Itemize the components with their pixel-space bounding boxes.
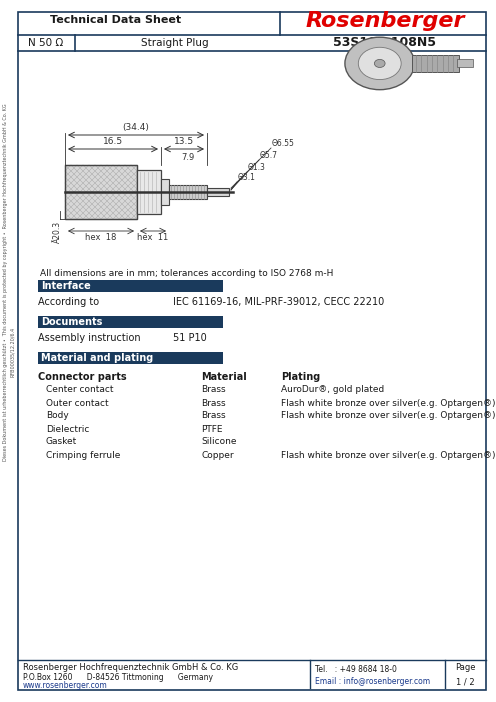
Text: P.O.Box 1260      D-84526 Tittmoning      Germany: P.O.Box 1260 D-84526 Tittmoning Germany xyxy=(23,673,213,682)
Bar xyxy=(65,165,137,219)
Circle shape xyxy=(358,47,401,79)
Text: Page: Page xyxy=(455,663,475,673)
Bar xyxy=(412,55,459,72)
Text: AuroDur®, gold plated: AuroDur®, gold plated xyxy=(281,385,384,395)
Text: All dimensions are in mm; tolerances according to ISO 2768 m-H: All dimensions are in mm; tolerances acc… xyxy=(40,270,333,279)
Text: 51 P10: 51 P10 xyxy=(173,333,207,343)
Text: Dieses Dokument ist urheberrechtlich geschützt •  This document is protected by : Dieses Dokument ist urheberrechtlich ges… xyxy=(3,103,8,461)
Text: Rosenberger: Rosenberger xyxy=(305,11,465,31)
Text: Outer contact: Outer contact xyxy=(46,399,109,407)
Text: Θ1.3: Θ1.3 xyxy=(248,163,266,172)
Text: RFB00035/12.20/6.4: RFB00035/12.20/6.4 xyxy=(10,327,15,377)
Text: 53S107-108N5: 53S107-108N5 xyxy=(333,37,436,50)
Bar xyxy=(169,185,207,199)
Text: Θ5.7: Θ5.7 xyxy=(260,151,278,160)
Text: 16.5: 16.5 xyxy=(103,137,123,146)
Text: According to: According to xyxy=(38,297,99,307)
Text: hex  11: hex 11 xyxy=(137,233,169,242)
Text: Documents: Documents xyxy=(41,317,102,327)
Text: Plating: Plating xyxy=(281,372,320,382)
Text: Flash white bronze over silver(e.g. Optargen®): Flash white bronze over silver(e.g. Opta… xyxy=(281,399,496,407)
Text: Gasket: Gasket xyxy=(46,437,77,446)
Text: Θ3.1: Θ3.1 xyxy=(238,173,256,182)
Text: Interface: Interface xyxy=(41,281,91,291)
Text: www.rosenberger.com: www.rosenberger.com xyxy=(23,682,108,691)
Text: Material: Material xyxy=(201,372,247,382)
Text: Flash white bronze over silver(e.g. Optargen®): Flash white bronze over silver(e.g. Opta… xyxy=(281,451,496,460)
Bar xyxy=(38,280,223,292)
Circle shape xyxy=(374,60,385,67)
Text: IEC 61169-16, MIL-PRF-39012, CECC 22210: IEC 61169-16, MIL-PRF-39012, CECC 22210 xyxy=(173,297,384,307)
Text: N 50 Ω: N 50 Ω xyxy=(28,38,63,48)
Text: Flash white bronze over silver(e.g. Optargen®): Flash white bronze over silver(e.g. Opta… xyxy=(281,411,496,420)
Bar xyxy=(38,352,223,364)
Text: Brass: Brass xyxy=(201,411,226,420)
Bar xyxy=(207,188,229,196)
Text: Tel.   : +49 8684 18-0: Tel. : +49 8684 18-0 xyxy=(315,665,397,675)
Text: Center contact: Center contact xyxy=(46,385,114,395)
Bar xyxy=(161,179,169,205)
Text: Material and plating: Material and plating xyxy=(41,353,153,363)
Text: hex  18: hex 18 xyxy=(85,233,117,242)
Text: Brass: Brass xyxy=(201,399,226,407)
Text: 1 / 2: 1 / 2 xyxy=(456,677,474,687)
Bar xyxy=(65,165,137,219)
Text: Dielectric: Dielectric xyxy=(46,425,89,434)
Text: Body: Body xyxy=(46,411,69,420)
Text: Rosenberger Hochfrequenztechnik GmbH & Co. KG: Rosenberger Hochfrequenztechnik GmbH & C… xyxy=(23,663,238,673)
Text: Silicone: Silicone xyxy=(201,437,237,446)
Text: (34.4): (34.4) xyxy=(123,123,149,132)
Text: Ȃ20.3: Ȃ20.3 xyxy=(53,221,62,243)
Bar xyxy=(137,170,161,214)
Circle shape xyxy=(345,37,415,90)
Bar xyxy=(38,316,223,328)
Text: Technical Data Sheet: Technical Data Sheet xyxy=(50,15,181,25)
Bar xyxy=(457,60,474,67)
Text: 13.5: 13.5 xyxy=(174,137,194,146)
Text: Email : info@rosenberger.com: Email : info@rosenberger.com xyxy=(315,677,430,685)
Text: Brass: Brass xyxy=(201,385,226,395)
Text: Copper: Copper xyxy=(201,451,234,460)
Text: Connector parts: Connector parts xyxy=(38,372,126,382)
Text: 7.9: 7.9 xyxy=(182,153,194,162)
Text: PTFE: PTFE xyxy=(201,425,223,434)
Text: Straight Plug: Straight Plug xyxy=(141,38,209,48)
Text: Crimping ferrule: Crimping ferrule xyxy=(46,451,121,460)
Text: Assembly instruction: Assembly instruction xyxy=(38,333,141,343)
Text: Θ6.55: Θ6.55 xyxy=(272,139,295,148)
